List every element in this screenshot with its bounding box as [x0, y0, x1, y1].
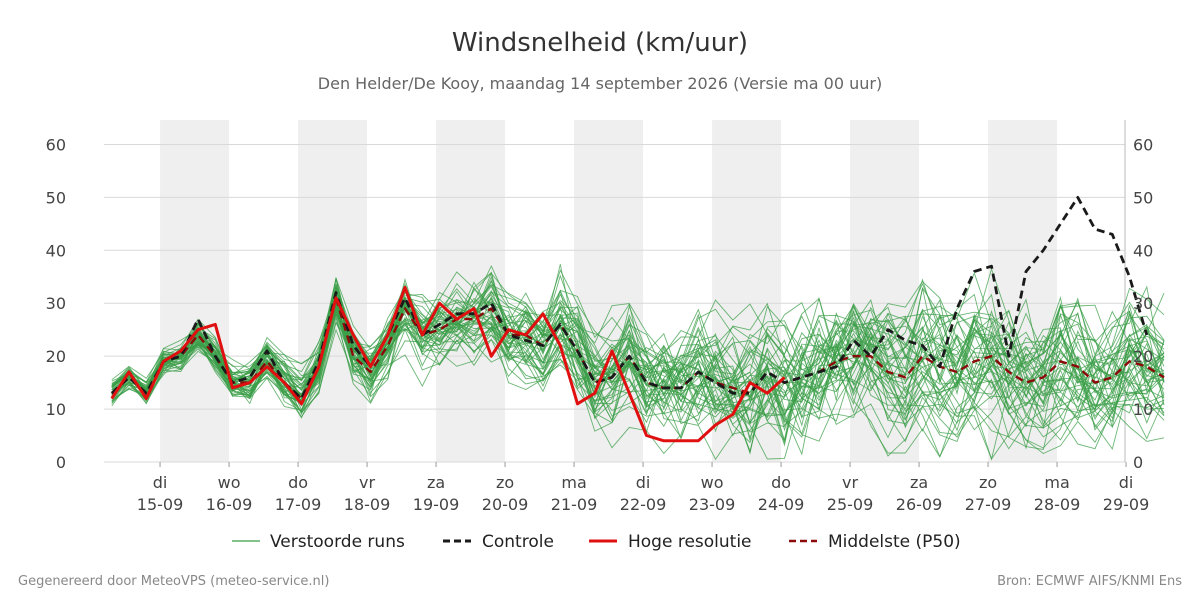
x-tick-date: 23-09: [689, 495, 736, 514]
x-tick-weekday: vr: [359, 473, 375, 492]
x-tick-date: 27-09: [965, 495, 1012, 514]
x-tick-date: 17-09: [275, 495, 322, 514]
ensemble-member-line: [111, 280, 1165, 428]
x-tick-date: 16-09: [206, 495, 253, 514]
weekday-band: [160, 120, 230, 462]
x-tick-weekday: ma: [561, 473, 586, 492]
chart-title: Windsnelheid (km/uur): [452, 28, 748, 58]
x-tick-weekday: vr: [842, 473, 858, 492]
ensemble-member-line: [111, 286, 1165, 411]
legend-label-p50: Middelste (P50): [828, 532, 961, 552]
footer-source: Bron: ECMWF AIFS/KNMI Ens: [997, 574, 1182, 589]
y-tick-label: 50: [46, 188, 66, 207]
x-tick-weekday: di: [636, 473, 651, 492]
y-ticks-left: 0 10 20 30 40 50 60: [46, 135, 66, 472]
weekday-band: [574, 120, 644, 462]
x-tick-weekday: wo: [218, 473, 241, 492]
x-tick-date: 19-09: [413, 495, 460, 514]
y-tick-label-right: 60: [1133, 135, 1153, 154]
x-tick-weekday: do: [288, 473, 308, 492]
x-tick-weekday: di: [153, 473, 168, 492]
x-tick-date: 21-09: [551, 495, 598, 514]
legend-label-ensemble: Verstoorde runs: [270, 532, 405, 552]
ensemble-member-line: [111, 304, 1165, 426]
y-tick-label-right: 20: [1133, 347, 1153, 366]
series-lines: [110, 195, 1165, 443]
x-tick-weekday: zo: [496, 473, 514, 492]
x-tick-date: 18-09: [344, 495, 391, 514]
legend-label-hoge-resolutie: Hoge resolutie: [628, 532, 752, 552]
y-tick-label-right: 30: [1133, 294, 1153, 313]
x-tick-weekday: za: [910, 473, 928, 492]
x-tick-date: 15-09: [137, 495, 184, 514]
x-tick-date: 28-09: [1034, 495, 1081, 514]
ensemble-member-line: [111, 264, 1165, 442]
y-tick-label: 40: [46, 241, 66, 260]
x-tick-weekday: do: [771, 473, 791, 492]
y-tick-label-right: 50: [1133, 188, 1153, 207]
x-tick-date: 22-09: [620, 495, 667, 514]
y-tick-label: 20: [46, 347, 66, 366]
ensemble-member-line: [111, 282, 1165, 429]
legend-label-controle: Controle: [482, 532, 554, 552]
footer-generated-by: Gegenereerd door MeteoVPS (meteo-service…: [18, 574, 329, 589]
x-tick-date: 26-09: [896, 495, 943, 514]
x-tick-date: 25-09: [827, 495, 874, 514]
y-tick-label: 60: [46, 135, 66, 154]
ensemble-member-line: [111, 264, 1165, 422]
legend: Verstoorde runs Controle Hoge resolutie …: [232, 532, 961, 552]
weekday-band: [298, 120, 368, 462]
weekday-bands: [160, 120, 1058, 462]
x-tick-date: 29-09: [1103, 495, 1150, 514]
y-ticks-right: 0 10 20 30 40 50 60: [1133, 135, 1153, 472]
ensemble-member-line: [111, 271, 1165, 433]
x-tick-weekday: wo: [701, 473, 724, 492]
x-tick-weekday: di: [1119, 473, 1134, 492]
ensemble-member-line: [111, 292, 1165, 444]
x-ticks: di 15-09 wo 16-09 do 17-09 vr 18-09 za 19-09 zo 20-…: [137, 462, 1150, 514]
series-line-hoge-resolutie: [110, 285, 786, 443]
chart-subtitle: Den Helder/De Kooy, maandag 14 september…: [318, 74, 882, 93]
x-tick-weekday: za: [427, 473, 445, 492]
y-tick-label: 10: [46, 400, 66, 419]
y-tick-label: 30: [46, 294, 66, 313]
x-tick-weekday: zo: [979, 473, 997, 492]
y-tick-label-right: 40: [1133, 241, 1153, 260]
y-tick-label-right: 0: [1133, 453, 1143, 472]
x-tick-date: 20-09: [482, 495, 529, 514]
ensemble-lines: [111, 264, 1165, 461]
x-tick-weekday: ma: [1044, 473, 1069, 492]
y-tick-label: 0: [56, 453, 66, 472]
x-tick-date: 24-09: [758, 495, 805, 514]
ensemble-member-line: [111, 276, 1165, 441]
y-tick-label-right: 10: [1133, 400, 1153, 419]
